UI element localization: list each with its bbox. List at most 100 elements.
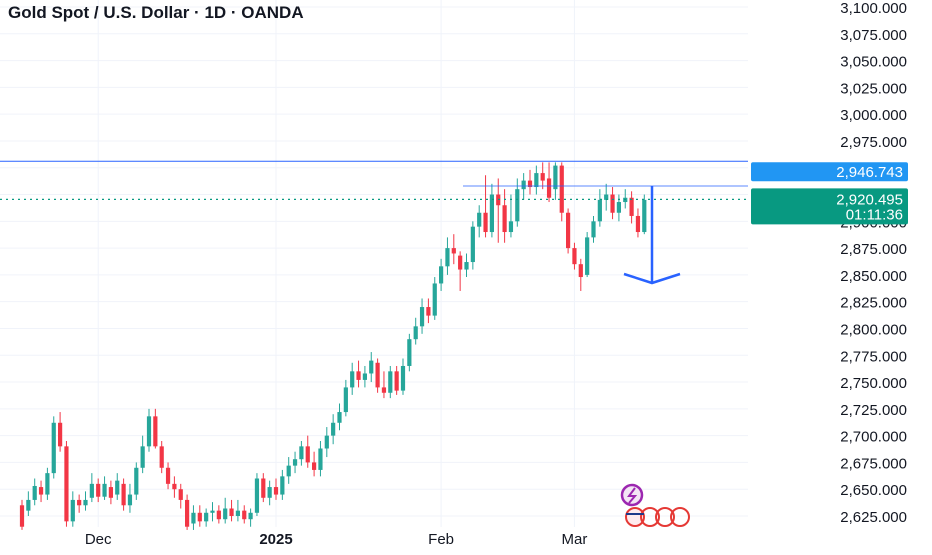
candle: [51, 422, 56, 474]
y-tick-label: 2,825.000: [840, 295, 907, 312]
candle: [439, 266, 444, 284]
candle: [261, 478, 266, 498]
candle: [521, 180, 526, 190]
candle: [610, 194, 615, 213]
candle: [502, 205, 507, 233]
y-tick-label: 3,000.000: [840, 107, 907, 124]
last-price-value: 2,920.495: [836, 191, 903, 208]
candle: [508, 221, 514, 233]
candle: [515, 189, 520, 222]
candle: [470, 226, 475, 263]
candle: [229, 508, 234, 516]
candle: [585, 237, 590, 275]
candle: [356, 371, 361, 380]
candle: [96, 483, 101, 497]
candle: [140, 446, 145, 468]
candle: [312, 462, 317, 470]
candle: [566, 212, 571, 249]
x-tick-label: 2025: [259, 531, 292, 548]
y-tick-label: 2,800.000: [840, 321, 907, 338]
x-tick-label: Mar: [562, 531, 588, 548]
flag-icon: [655, 507, 675, 527]
candle: [616, 202, 621, 213]
y-tick-label: 3,050.000: [840, 54, 907, 71]
chart-title: Gold Spot / U.S. Dollar · 1D · OANDA: [8, 3, 304, 22]
candle: [534, 173, 539, 188]
candle: [489, 194, 494, 233]
candle: [299, 446, 304, 460]
y-tick-label: 3,075.000: [840, 27, 907, 44]
candle: [235, 510, 240, 516]
y-tick-label: 2,700.000: [840, 429, 907, 446]
candle: [242, 510, 247, 520]
candle: [38, 487, 44, 495]
y-tick-label: 3,100.000: [840, 0, 907, 17]
candle: [546, 178, 552, 198]
candle: [305, 446, 310, 463]
candle: [146, 416, 152, 447]
candle: [483, 212, 488, 233]
y-tick-label: 2,675.000: [840, 455, 907, 472]
lightning-icon: [627, 487, 638, 504]
y-tick-label: 2,975.000: [840, 134, 907, 151]
candle: [413, 326, 418, 340]
candle: [267, 487, 272, 498]
countdown-timer: 01:11:36: [846, 206, 903, 223]
y-tick-label: 2,775.000: [840, 348, 907, 365]
candle: [331, 422, 336, 436]
candle: [223, 508, 228, 520]
candle: [292, 459, 298, 466]
candle: [350, 371, 355, 388]
candle: [432, 283, 437, 316]
candle: [134, 467, 139, 495]
y-tick-label: 3,025.000: [840, 80, 907, 97]
candle: [89, 483, 94, 498]
candle: [70, 499, 75, 522]
candle: [362, 373, 367, 380]
candle: [591, 221, 596, 238]
candle: [381, 387, 387, 393]
candle: [172, 483, 177, 490]
candle: [426, 307, 431, 316]
candle: [108, 487, 113, 498]
candle: [204, 512, 209, 522]
candle: [26, 499, 31, 511]
y-tick-label: 2,875.000: [840, 241, 907, 258]
candle: [280, 476, 285, 495]
candle: [394, 371, 399, 391]
candle: [642, 199, 647, 233]
price-badge: [751, 162, 908, 182]
candle: [578, 264, 583, 278]
candle: [553, 165, 558, 190]
candle: [400, 365, 406, 391]
candle: [635, 215, 641, 233]
candle: [159, 446, 164, 468]
y-tick-label: 2,650.000: [840, 482, 907, 499]
candle: [407, 339, 412, 366]
candle: [477, 212, 482, 227]
candle: [178, 489, 183, 500]
candle: [458, 255, 463, 270]
candle: [388, 371, 393, 393]
y-tick-label: 2,625.000: [840, 509, 907, 526]
candle: [572, 248, 577, 265]
y-tick-label: 2,750.000: [840, 375, 907, 392]
candle: [32, 485, 37, 500]
candle: [419, 307, 425, 327]
candle: [58, 422, 63, 447]
y-tick-label: 2,725.000: [840, 402, 907, 419]
candle: [451, 248, 456, 254]
candle: [64, 446, 69, 522]
candle: [115, 480, 120, 495]
x-tick-label: Feb: [428, 531, 454, 548]
candle: [604, 194, 609, 200]
y-tick-label: 2,850.000: [840, 268, 907, 285]
candle: [210, 510, 215, 513]
candle: [127, 494, 133, 506]
candle: [445, 248, 450, 267]
candle: [153, 416, 158, 447]
candle: [324, 435, 329, 449]
arrow-head: [623, 272, 681, 285]
